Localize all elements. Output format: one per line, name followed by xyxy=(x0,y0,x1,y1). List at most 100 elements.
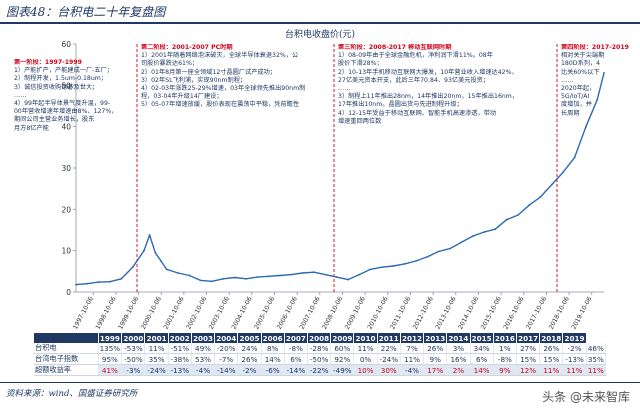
price-point xyxy=(449,247,451,250)
table-cell: -49% xyxy=(330,364,355,376)
year-header: 2000 xyxy=(121,333,146,343)
price-point xyxy=(160,260,162,262)
phase-1-item: …… xyxy=(14,91,27,99)
watermark: 头条 @未来智库 xyxy=(542,390,630,404)
price-point xyxy=(177,272,179,274)
phase-4-item: 5G/IoT/AI xyxy=(561,93,590,101)
table-cell: -2% xyxy=(237,364,262,376)
price-point xyxy=(199,279,202,282)
table-cell: 8% xyxy=(261,343,285,354)
table-cell: 22% xyxy=(377,343,401,354)
phase-3-item: 4）12-15年受益于移动互联网、智能手机高速渗透，带动 xyxy=(338,109,497,117)
table-cell: 7% xyxy=(400,343,425,354)
price-point xyxy=(97,281,100,283)
table-cell: 24% xyxy=(237,343,262,354)
table-cell: 46% xyxy=(586,343,607,354)
table-cell: 12% xyxy=(516,364,541,376)
price-point xyxy=(347,278,349,281)
table-cell: 15% xyxy=(539,353,564,365)
figure-title: 图表48：台积电二十年复盘图 xyxy=(6,5,166,19)
table-cell: -24% xyxy=(144,364,169,376)
y-tick-label: 0 xyxy=(66,288,71,297)
table-cell: -22% xyxy=(307,364,332,376)
table-cell: 16% xyxy=(446,353,471,365)
phase-3-title: 第三阶段：2008-2017 移动互联网时期 xyxy=(338,44,452,51)
table-cell: 60% xyxy=(330,343,355,354)
year-header: 2006 xyxy=(261,333,285,343)
price-point xyxy=(460,241,463,244)
phase-4-item: 比关60%以下 xyxy=(561,68,600,76)
year-header: 2001 xyxy=(144,333,169,343)
phase-4-item: 2020年起， xyxy=(561,85,596,93)
phase-3-item: 2）10-13年手机移动互联网大爆发，10年营业收入增速达42%， xyxy=(338,68,518,76)
table-cell: 14% xyxy=(470,364,494,376)
table-cell: -50% xyxy=(121,353,146,365)
price-point xyxy=(75,283,77,286)
year-header: 2019 xyxy=(562,333,587,343)
price-point xyxy=(233,276,236,279)
table-header-row: 1999 2000 2001 2002 2003 2004 2005 2006 2007 2008… xyxy=(34,333,606,343)
phase-1-item: 4）99年起半导体景气度升温，99- xyxy=(14,100,111,108)
table-cell: -7% xyxy=(214,353,239,365)
year-header: 1999 xyxy=(98,333,123,343)
table-cell: -20% xyxy=(214,343,239,354)
year-header: 2013 xyxy=(423,333,448,343)
price-point xyxy=(188,274,191,277)
price-point xyxy=(573,156,576,159)
table-cell: -3% xyxy=(121,364,146,376)
year-header: 2005 xyxy=(237,333,262,343)
table-cell: 15% xyxy=(516,353,541,365)
table-cell: 1% xyxy=(493,343,517,354)
price-point xyxy=(551,183,553,186)
table-cell: 49% xyxy=(191,343,216,354)
phase-3-item: 增速重回两位数 xyxy=(338,117,382,125)
year-header: 2017 xyxy=(516,333,541,343)
row-label: 台积电 xyxy=(34,343,99,354)
phase-3-item: 股价下滑28%； xyxy=(338,60,383,68)
table-cell: 11% xyxy=(562,364,587,376)
price-point xyxy=(437,250,440,253)
price-point xyxy=(279,274,281,277)
phase-1-title: 第一阶段：1997-1999 xyxy=(14,59,82,66)
table-cell: 11% xyxy=(144,343,169,354)
table-cell: -50% xyxy=(307,353,332,365)
phase-2-annotation: 第二阶段：2001-2007 PC时期 1）2001年随着网络泡沫破灭，全球半导… xyxy=(141,44,329,126)
price-point xyxy=(603,72,605,74)
price-point xyxy=(290,273,293,276)
price-point xyxy=(143,249,145,252)
table-cell: 10% xyxy=(353,364,378,376)
price-point xyxy=(256,276,259,278)
phase-4-annotation: 第四阶段：2017-2019 相对关于尖端期 180D系列，4 比关60%以下 … xyxy=(561,44,639,144)
table-cell: -8% xyxy=(284,343,309,354)
table-cell: 11% xyxy=(353,343,378,354)
table-cell: 26% xyxy=(423,343,448,354)
price-point xyxy=(596,98,599,101)
price-point xyxy=(403,263,406,265)
year-header: 2016 xyxy=(493,333,517,343)
phase-1-item: 1）产能扩产，产能建成一厂-五厂； xyxy=(14,67,113,75)
phase-2-item: 4）02-03年涨跌25-29%增速，03年全球领先推出90nm制 xyxy=(141,85,306,93)
price-point xyxy=(301,272,304,274)
phase-3-item: 27亿美元资本开支，此后三年70.84、93亿美元投资； xyxy=(338,76,490,84)
phase-3-item: 3）制程上11年推出28nm，14年推出20nm，15年推出16nm， xyxy=(338,93,519,101)
price-point xyxy=(426,256,429,258)
year-header: 2014 xyxy=(446,333,471,343)
table-cell: -14% xyxy=(284,364,309,376)
phase-3-annotation: 第三阶段：2008-2017 移动互联网时期 1）08-09年由于全球金融危机，… xyxy=(338,44,552,144)
phase-4-item: 长周期 xyxy=(561,109,580,117)
year-header: 2002 xyxy=(168,333,192,343)
table-cell: 92% xyxy=(330,353,355,365)
table-corner-cell xyxy=(34,333,99,343)
table-row: 超额收益率 41% -3% -24% -13% -4% -14% -2% -6% -14% -22%… xyxy=(34,364,607,376)
price-point xyxy=(148,234,151,236)
phase-1-item: 月方8亿产能 xyxy=(14,124,49,132)
y-tick-label: 40 xyxy=(61,123,71,132)
y-tick-label: 60 xyxy=(61,40,71,49)
source-note: 资料来源：wind、国盛证券研究所 xyxy=(6,389,138,399)
table-cell: 135% xyxy=(98,343,123,354)
y-tick-label: 10 xyxy=(61,247,71,256)
table-cell: 41% xyxy=(98,364,123,376)
table-cell: 30% xyxy=(377,364,401,376)
year-header: 2007 xyxy=(284,333,309,343)
footer-divider xyxy=(0,382,640,383)
